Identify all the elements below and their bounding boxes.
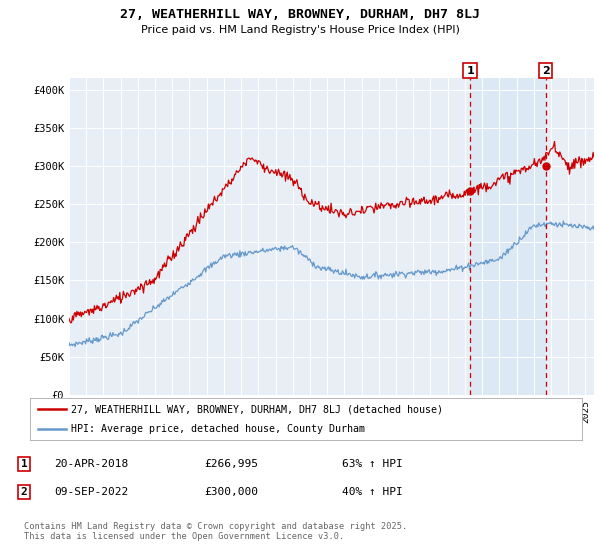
Text: 1: 1 [20,459,28,469]
Text: 20-APR-2018: 20-APR-2018 [54,459,128,469]
Text: 2: 2 [542,66,550,76]
Bar [470,78,545,395]
Text: £266,995: £266,995 [204,459,258,469]
Text: Price paid vs. HM Land Registry's House Price Index (HPI): Price paid vs. HM Land Registry's House … [140,25,460,35]
Text: 27, WEATHERHILL WAY, BROWNEY, DURHAM, DH7 8LJ (detached house): 27, WEATHERHILL WAY, BROWNEY, DURHAM, DH… [71,404,443,414]
Text: HPI: Average price, detached house, County Durham: HPI: Average price, detached house, Coun… [71,424,365,434]
Text: 09-SEP-2022: 09-SEP-2022 [54,487,128,497]
Text: 27, WEATHERHILL WAY, BROWNEY, DURHAM, DH7 8LJ: 27, WEATHERHILL WAY, BROWNEY, DURHAM, DH… [120,8,480,21]
Text: 40% ↑ HPI: 40% ↑ HPI [342,487,403,497]
Text: £300,000: £300,000 [204,487,258,497]
Text: Contains HM Land Registry data © Crown copyright and database right 2025.
This d: Contains HM Land Registry data © Crown c… [24,522,407,542]
Text: 2: 2 [20,487,28,497]
Text: 1: 1 [466,66,474,76]
Text: 63% ↑ HPI: 63% ↑ HPI [342,459,403,469]
